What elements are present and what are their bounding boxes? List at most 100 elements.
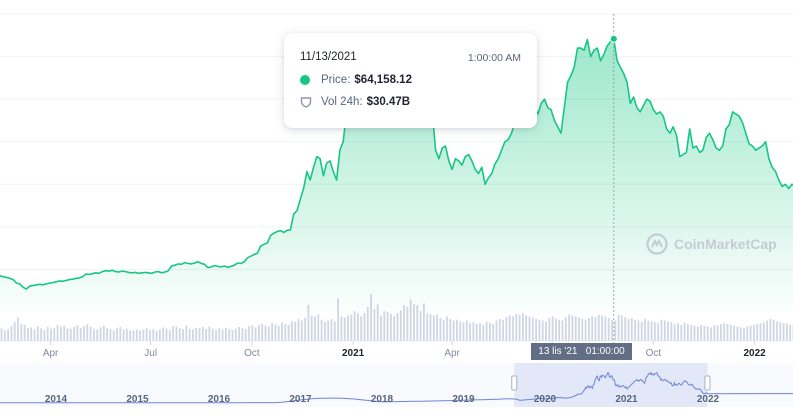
volume-bar	[30, 327, 32, 341]
volume-bar	[172, 326, 174, 341]
volume-bar	[156, 331, 158, 341]
volume-bar	[63, 326, 65, 341]
volume-bar	[631, 318, 633, 341]
volume-bar	[136, 329, 138, 341]
volume-bar	[271, 323, 273, 341]
volume-bar	[360, 316, 362, 341]
volume-bar	[268, 327, 270, 341]
volume-bar	[770, 319, 772, 341]
volume-bar	[568, 315, 570, 341]
volume-bar	[281, 322, 283, 341]
volume-bar	[215, 330, 217, 341]
volume-bar	[558, 320, 560, 341]
volume-bar	[446, 316, 448, 341]
volume-bar	[324, 322, 326, 341]
volume-bar	[694, 326, 696, 341]
volume-bar	[288, 325, 290, 341]
volume-bar	[367, 307, 369, 341]
volume-bar	[687, 324, 689, 341]
volume-bar	[248, 326, 250, 341]
volume-bar	[776, 321, 778, 341]
volume-bar	[628, 319, 630, 341]
volume-bar	[129, 330, 131, 341]
volume-bar	[598, 315, 600, 341]
volume-bar	[565, 317, 567, 341]
tooltip-time: 1:00:00 AM	[468, 52, 521, 64]
crosshair-date-label: 13 lis '21 01:00:00	[531, 343, 632, 360]
volume-bar	[166, 329, 168, 341]
volume-bar	[284, 324, 286, 341]
volume-bar	[789, 325, 791, 341]
volume-bar	[334, 321, 336, 341]
volume-bar	[242, 328, 244, 341]
navigator-year-label: 2017	[289, 394, 312, 405]
volume-bar	[512, 316, 514, 341]
volume-bar	[674, 324, 676, 341]
volume-bar	[14, 322, 16, 341]
volume-bar	[225, 328, 227, 341]
navigator-handle-left[interactable]	[512, 376, 517, 390]
x-tick-label: Apr	[444, 348, 460, 359]
volume-bar	[258, 325, 260, 341]
volume-bar	[482, 325, 484, 341]
volume-bar	[634, 320, 636, 341]
volume-bar	[618, 315, 620, 341]
volume-bar	[581, 319, 583, 341]
volume-bar	[430, 314, 432, 341]
volume-bar	[7, 329, 9, 341]
volume-bar	[341, 316, 343, 341]
volume-bar	[783, 323, 785, 341]
volume-bar	[651, 321, 653, 341]
volume-bar	[779, 322, 781, 341]
watermark-text: CoinMarketCap	[674, 236, 777, 252]
volume-bar	[677, 323, 679, 341]
volume-bar	[354, 311, 356, 341]
x-tick-label: 2021	[342, 348, 365, 359]
hover-point-marker	[610, 35, 617, 42]
navigator-handle-right[interactable]	[705, 376, 710, 390]
volume-bar	[542, 321, 544, 341]
volume-bar	[575, 316, 577, 341]
volume-bar	[671, 322, 673, 341]
volume-bar	[469, 323, 471, 341]
volume-bar	[143, 330, 145, 341]
volume-bar	[119, 327, 121, 341]
volume-bar	[44, 330, 46, 341]
volume-bar	[647, 321, 649, 341]
navigator-year-label: 2022	[697, 394, 720, 405]
tooltip-volume-value: $30.47B	[367, 96, 410, 108]
volume-bar	[578, 318, 580, 341]
volume-bar	[555, 319, 557, 341]
volume-bar	[456, 320, 458, 341]
navigator-year-label: 2021	[615, 394, 638, 405]
volume-bar	[502, 320, 504, 341]
volume-bar	[750, 326, 752, 341]
price-tooltip: 11/13/2021 1:00:00 AM Price: $64,158.12 …	[284, 33, 537, 128]
volume-bar	[733, 326, 735, 341]
volume-bar	[100, 327, 102, 341]
volume-bar	[317, 315, 319, 341]
volume-bar	[621, 316, 623, 342]
volume-bar	[383, 311, 385, 341]
volume-bar	[106, 328, 108, 341]
volume-bar	[463, 322, 465, 341]
volume-bar	[159, 330, 161, 341]
volume-bar	[466, 321, 468, 341]
volume-bar	[436, 315, 438, 341]
volume-bar	[449, 319, 451, 341]
volume-bar	[60, 327, 62, 341]
volume-bar	[11, 326, 13, 341]
volume-bar	[350, 315, 352, 341]
volume-bar	[77, 325, 79, 341]
navigator-year-label: 2016	[208, 394, 231, 405]
volume-bar	[1, 328, 3, 341]
volume-bar	[126, 329, 128, 341]
volume-bar	[311, 316, 313, 342]
volume-bar	[397, 313, 399, 341]
volume-bar	[700, 325, 702, 341]
volume-bar	[614, 321, 616, 341]
volume-shield-icon	[300, 96, 312, 108]
volume-bar	[641, 321, 643, 341]
